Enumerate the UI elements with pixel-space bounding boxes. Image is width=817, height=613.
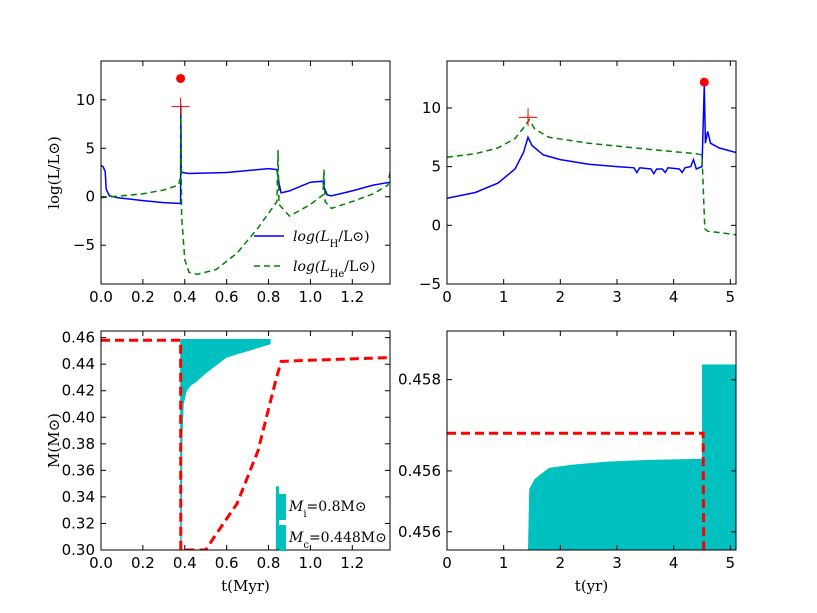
x-tick-label: 0.2 [131,288,155,306]
envelope-region [180,339,271,550]
y-tick-label: 0.38 [62,435,95,453]
y-tick-label: 10 [76,91,95,109]
x-tick-label: 2 [556,554,566,572]
envelope-region [528,458,702,550]
x-axis-label: t(yr) [575,577,608,595]
panel-bottom-right: 0 1 2 3 4 5 0.456 0.456 0.458 t(yr) [398,330,737,595]
x-tick-label: 0.6 [215,554,239,572]
plot-area [101,338,390,550]
marker-dot [176,73,186,83]
y-tick-label: 0.44 [62,355,95,373]
x-tick-label: 0 [442,288,452,306]
panel-bottom-left: 0.0 0.2 0.4 0.6 0.8 1.0 1.2 0.30 0.32 0.34 0.36 0.3… [45,329,391,595]
core-mass-line [447,431,706,550]
x-tick-label: 3 [612,554,622,572]
panel-top-left: 0.0 0.2 0.4 0.6 0.8 1.0 1.2 −5 0 5 10 log(L/L⊙) log(… [45,60,391,306]
x-tick-label: 0.0 [89,554,113,572]
y-tick-label: 5 [85,139,95,157]
y-tick-label: 0.456 [398,462,441,480]
x-axis-label: t(Myr) [221,577,270,595]
x-tick-label: 0.0 [89,288,113,306]
y-tick-label: 0.34 [62,488,95,506]
x-tick-label: 3 [612,288,622,306]
series-line-1 [447,118,736,236]
x-tick-label: 0.8 [257,288,281,306]
marker-dot [699,77,709,87]
series-line-1 [101,106,390,276]
plot-area [447,364,736,550]
series-line-0 [447,84,736,200]
series-line-0 [101,104,390,205]
x-tick-label: 1 [499,288,509,306]
envelope-bar [275,486,280,550]
marker-plus [171,97,190,116]
x-tick-label: 1.2 [340,554,364,572]
x-tick-label: 1 [499,554,509,572]
x-tick-label: 5 [726,554,736,572]
x-tick-label: 0.4 [173,288,197,306]
x-tick-label: 0.2 [131,554,155,572]
x-tick-label: 5 [726,288,736,306]
y-axis-label: M(M⊙) [45,413,63,468]
x-tick-label: 4 [669,288,679,306]
axes-frame [446,330,737,551]
x-tick-label: 0.4 [173,554,197,572]
axes-frame [446,60,737,285]
axes-frame [100,330,391,551]
y-tick-label: −5 [73,236,95,254]
y-tick-label: 5 [431,158,441,176]
axes-frame [100,60,391,285]
x-tick-label: 1.2 [340,288,364,306]
plot-area [101,104,390,276]
legend-label: log(LH/L⊙) [293,229,370,250]
x-tick-label: 1.0 [298,288,322,306]
y-tick-label: 0.46 [62,329,95,347]
y-tick-label: 0.36 [62,461,95,479]
y-tick-label: −5 [419,275,441,293]
x-tick-label: 1.0 [298,554,322,572]
annotation-label: Mi=0.8M⊙ [288,499,367,520]
annotation-label: Mc=0.448M⊙ [288,530,387,551]
y-tick-label: 0.42 [62,382,95,400]
y-axis-label: log(L/L⊙) [45,136,63,209]
core-mass-line [101,338,390,550]
y-tick-label: 0.30 [62,541,95,559]
annotation-swatch [279,525,286,551]
x-tick-label: 0 [442,554,452,572]
y-tick-label: 0.458 [398,371,441,389]
x-tick-label: 4 [669,554,679,572]
y-tick-label: 0 [85,188,95,206]
legend-label: log(LHe/L⊙) [293,259,376,280]
y-tick-label: 0.456 [398,523,441,541]
y-tick-label: 0.32 [62,514,95,532]
x-tick-label: 0.6 [215,288,239,306]
x-tick-label: 0.8 [257,554,281,572]
x-tick-label: 2 [556,288,566,306]
y-tick-label: 0 [431,216,441,234]
y-tick-label: 0.40 [62,408,95,426]
annotation-swatch [279,494,286,520]
marker-plus [519,108,538,127]
envelope-bar [702,364,736,550]
y-tick-label: 10 [422,99,441,117]
plot-area [447,84,736,236]
